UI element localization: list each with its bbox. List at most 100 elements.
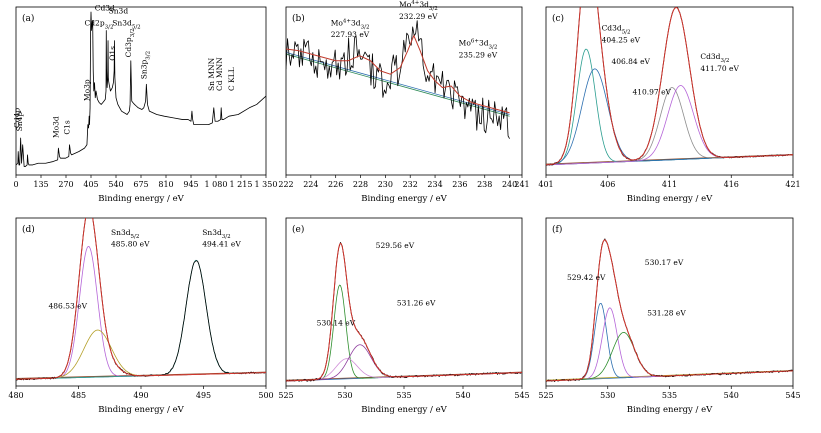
measured-curve [286, 20, 510, 139]
measured-curve [286, 242, 522, 383]
x-tick-label: 545 [514, 391, 529, 400]
plot-area [16, 218, 266, 381]
peak-annotation: 531.28 eV [647, 308, 686, 317]
panel-label: (e) [292, 224, 304, 235]
x-tick-label: 416 [724, 180, 739, 189]
peak-annotation: Mo3d [52, 116, 61, 138]
peak-annotation: 530.14 eV [317, 319, 356, 328]
peak-annotation: 529.56 eV [376, 241, 415, 250]
peak-annotation: C1s [63, 120, 72, 135]
x-tick-label: 234 [427, 180, 442, 189]
peak-annotation: 227.93 eV [331, 30, 370, 39]
x-tick-label: 1 350 [255, 180, 278, 189]
x-tick-label: 535 [396, 391, 411, 400]
x-tick-label: 230 [378, 180, 393, 189]
envelope-curve [286, 242, 522, 382]
measured-curve [16, 11, 266, 167]
peak-annotation: 494.41 eV [202, 240, 241, 249]
x-axis-title: Binding energy / eV [98, 194, 184, 204]
x-tick-label: 270 [58, 180, 73, 189]
panel-a: 0 135 270 405 540 675 810 945 1 080 1 215 1 350 Bin… [13, 3, 278, 204]
plot-area [546, 238, 793, 383]
x-tick-label: 530 [337, 391, 352, 400]
peak-annotation: 404.25 eV [602, 35, 641, 44]
x-tick-label: 405 [83, 180, 98, 189]
peak-annotation: Sn MNN [207, 57, 216, 91]
envelope-curve [546, 7, 793, 166]
plot-area [286, 242, 522, 383]
x-tick-label: 226 [328, 180, 343, 189]
component-curve [546, 307, 793, 382]
baseline-curve [546, 153, 793, 165]
peak-annotation: 485.80 eV [111, 240, 150, 249]
envelope-curve [286, 35, 510, 114]
component-curve [16, 246, 266, 380]
x-tick-label: 401 [538, 180, 553, 189]
x-tick-label: 222 [278, 180, 293, 189]
x-tick-label: 0 [13, 180, 18, 189]
envelope-curve [546, 239, 793, 382]
panel-d: 480 485 490 495 500 Binding energy / eV (d) Sn3… [8, 217, 274, 415]
x-tick-label: 525 [538, 391, 553, 400]
x-tick-label: 480 [8, 391, 23, 400]
x-tick-label: 500 [258, 391, 273, 400]
x-tick-label: 240 [502, 180, 517, 189]
peak-annotation: Cd4p [13, 108, 22, 128]
component-curve [286, 344, 522, 382]
x-axis-title: Binding energy / eV [627, 194, 713, 204]
peak-annotation: Sn4p [15, 112, 24, 132]
x-tick-label: 224 [303, 180, 318, 189]
plot-frame [545, 217, 794, 387]
x-axis-title: Binding energy / eV [361, 194, 447, 204]
x-tick-label: 530 [600, 391, 615, 400]
peak-annotation: Mo3p [83, 79, 92, 101]
component-curve [16, 259, 266, 380]
peak-annotation: Sn3p3/2 [140, 51, 152, 79]
x-axis-title: Binding energy / eV [361, 405, 447, 415]
x-tick-label: 241 [514, 180, 529, 189]
peak-annotation: 410.97 eV [632, 87, 671, 96]
x-tick-label: 238 [477, 180, 492, 189]
peak-annotation: 486.53 eV [49, 302, 88, 311]
peak-annotation: 232.29 eV [399, 12, 438, 21]
x-tick-label: 810 [158, 180, 173, 189]
panel-f: 525 530 535 540 545 Binding energy / eV (f) 530… [538, 217, 801, 415]
x-tick-label: 490 [133, 391, 148, 400]
peak-annotation: 529.42 eV [567, 273, 606, 282]
component-curve [16, 329, 266, 380]
x-tick-label: 540 [108, 180, 123, 189]
x-tick-label: 540 [724, 391, 739, 400]
peak-annotation: 235.29 eV [459, 50, 498, 59]
peak-annotation: Cd3p3/2 [124, 28, 136, 57]
peak-annotation: Mo6+3d3/2 [459, 39, 498, 51]
peak-annotation: C KLL [227, 67, 236, 91]
x-tick-label: 1 080 [205, 180, 228, 189]
x-axis-title: Binding energy / eV [98, 405, 184, 415]
plot-area [546, 7, 793, 166]
peak-annotation: Sn3d5/2 [111, 228, 139, 240]
x-tick-label: 675 [133, 180, 148, 189]
x-tick-label: 545 [785, 391, 800, 400]
x-tick-label: 540 [455, 391, 470, 400]
plot-area [16, 11, 266, 167]
x-tick-label: 406 [600, 180, 615, 189]
x-tick-label: 236 [452, 180, 467, 189]
plot-frame [285, 6, 523, 176]
x-tick-label: 232 [403, 180, 418, 189]
peak-annotation: Cd2p3/2 [85, 18, 114, 30]
x-tick-label: 135 [33, 180, 48, 189]
x-axis-title: Binding energy / eV [627, 405, 713, 415]
plot-area [286, 20, 510, 139]
peak-annotation: 531.26 eV [397, 298, 436, 307]
x-tick-label: 228 [353, 180, 368, 189]
panel-c: 401 406 411 416 421 Binding energy / eV (c) Cd3… [538, 6, 801, 204]
peak-annotation: Mo4+3d3/2 [331, 18, 370, 30]
component-curve [546, 85, 793, 166]
peak-annotation: Cd3d5/2 [602, 24, 631, 36]
panel-e: 525 530 535 540 545 Binding energy / eV (e) 529… [278, 217, 530, 415]
peak-annotation: 530.17 eV [645, 258, 684, 267]
component-curve [546, 48, 793, 166]
peak-annotation: Sn3d3/2 [202, 228, 230, 240]
